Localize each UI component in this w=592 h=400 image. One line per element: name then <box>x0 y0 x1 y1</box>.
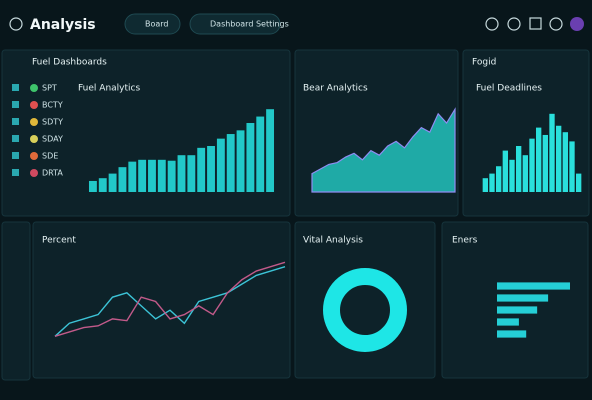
bar <box>497 318 519 326</box>
item-icon <box>30 152 38 160</box>
bar <box>502 150 508 192</box>
item-icon <box>30 118 38 126</box>
bar <box>177 155 186 192</box>
bar <box>256 116 265 192</box>
bar <box>98 178 107 192</box>
bar <box>529 138 535 192</box>
bar <box>207 146 215 192</box>
tab-label[interactable]: Dashboard Settings <box>210 20 289 29</box>
item-icon <box>30 169 38 177</box>
avatar[interactable] <box>570 17 584 31</box>
bar <box>216 138 225 192</box>
item-icon <box>30 84 38 92</box>
bar <box>509 159 515 192</box>
sidebar-item: SDTY <box>42 118 63 127</box>
bar <box>88 180 97 192</box>
bar <box>522 155 528 192</box>
doc-icon[interactable] <box>529 17 542 30</box>
item-icon <box>30 101 38 109</box>
bar <box>138 159 147 192</box>
nav-icon <box>12 169 19 176</box>
bar <box>562 132 568 192</box>
bar <box>197 147 206 192</box>
bar <box>246 123 255 192</box>
panel-title: Fogid <box>472 58 496 68</box>
bar <box>489 173 495 192</box>
app-title: Analysis <box>30 17 96 33</box>
panel <box>294 221 436 379</box>
bar <box>128 161 137 192</box>
nav-icon <box>12 152 19 159</box>
item-icon <box>30 135 38 143</box>
panel <box>32 221 291 379</box>
nav-icon <box>12 101 19 108</box>
bar <box>536 127 542 192</box>
nav-icon <box>12 118 19 125</box>
clock-icon[interactable] <box>507 17 521 31</box>
sidebar-item: SDE <box>42 152 58 161</box>
sidebar-item: SDAY <box>42 135 63 144</box>
bar <box>236 130 245 192</box>
sidebar-item: SPT <box>42 84 57 93</box>
bar <box>118 167 127 192</box>
bar <box>157 159 166 192</box>
bar <box>167 160 176 192</box>
tab[interactable] <box>124 13 181 35</box>
bar <box>496 166 502 192</box>
nav-icon <box>12 84 19 91</box>
chart-title: Fuel Analytics <box>78 84 140 94</box>
bar <box>497 306 538 314</box>
line <box>54 266 286 337</box>
nav-strip <box>1 221 31 381</box>
line <box>54 261 286 337</box>
panel-title: Fuel Dashboards <box>32 58 107 68</box>
chart-title: Eners <box>452 236 478 246</box>
nav-icon <box>12 135 19 142</box>
tab[interactable] <box>189 13 281 35</box>
bar <box>569 141 575 192</box>
bell-icon[interactable] <box>485 17 499 31</box>
chart-title: Fuel Deadlines <box>476 84 542 94</box>
bar <box>497 282 570 290</box>
bar <box>148 159 156 192</box>
bar <box>497 294 549 302</box>
chart-title: Percent <box>42 236 76 246</box>
bar <box>108 173 117 192</box>
bar <box>516 146 522 192</box>
chart-title: Vital Analysis <box>303 236 363 246</box>
bar <box>266 109 275 192</box>
bar <box>187 155 196 192</box>
tab-label[interactable]: Board <box>145 20 169 29</box>
bar <box>576 173 582 192</box>
logo <box>9 17 23 31</box>
bar <box>226 134 235 192</box>
area <box>311 107 456 193</box>
chart-title: Bear Analytics <box>303 84 368 94</box>
sidebar-item: BCTY <box>42 101 63 110</box>
bar <box>542 134 548 192</box>
bar <box>497 330 527 338</box>
bar <box>482 178 488 192</box>
donut-segment <box>323 268 407 352</box>
bar <box>549 113 555 192</box>
sidebar-item: DRTA <box>42 169 63 178</box>
bar <box>556 125 562 192</box>
settings-icon[interactable] <box>549 17 563 31</box>
